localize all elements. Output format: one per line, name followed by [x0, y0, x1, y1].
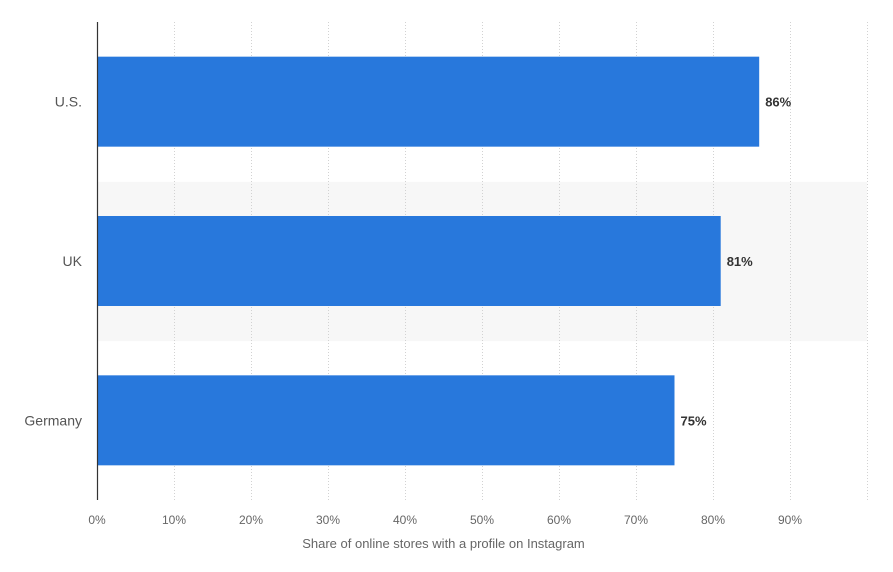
x-tick-label-90: 90%: [778, 513, 802, 527]
category-labels: U.S. UK Germany: [24, 94, 82, 429]
x-tick-label-70: 70%: [624, 513, 648, 527]
category-label-2: Germany: [24, 412, 82, 428]
bar-1[interactable]: [98, 216, 721, 306]
data-labels: 86% 81% 75%: [681, 95, 792, 429]
bar-2[interactable]: [98, 375, 675, 466]
x-tick-label-0: 0%: [88, 513, 106, 527]
data-label-2: 75%: [681, 413, 707, 428]
x-tick-label-10: 10%: [162, 513, 186, 527]
category-label-0: U.S.: [55, 94, 82, 110]
x-tick-label-30: 30%: [316, 513, 340, 527]
x-tick-label-20: 20%: [239, 513, 263, 527]
x-tick-label-60: 60%: [547, 513, 571, 527]
x-tick-label-50: 50%: [470, 513, 494, 527]
bar-0[interactable]: [98, 56, 760, 147]
data-label-1: 81%: [727, 254, 753, 269]
category-label-1: UK: [63, 253, 83, 269]
bars: [98, 56, 760, 466]
x-tick-labels: 0% 10% 20% 30% 40% 50% 60% 70% 80% 90%: [88, 513, 802, 527]
x-axis-title: Share of online stores with a profile on…: [302, 536, 585, 551]
data-label-0: 86%: [765, 95, 791, 110]
x-tick-label-40: 40%: [393, 513, 417, 527]
x-tick-label-80: 80%: [701, 513, 725, 527]
